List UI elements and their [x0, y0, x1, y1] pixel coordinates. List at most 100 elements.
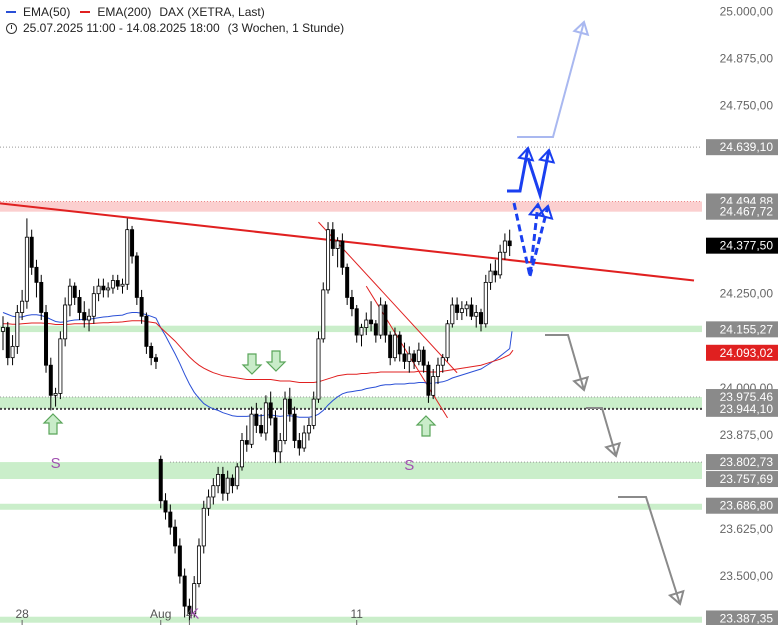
ema50-extension: [509, 331, 513, 349]
candle-body: [345, 266, 350, 298]
candle-body: [263, 402, 268, 434]
candle-body: [507, 240, 512, 247]
candle-body: [321, 289, 326, 340]
candle-body: [101, 285, 106, 291]
candle-body: [10, 345, 15, 359]
candle-body: [87, 315, 92, 321]
candle-body: [268, 402, 273, 419]
level-label: 23.975,46: [720, 390, 774, 404]
green-up-arrow-1: [42, 413, 64, 435]
candle-body: [278, 440, 283, 453]
candle-body: [349, 297, 354, 310]
candle-body: [464, 304, 469, 310]
y-tick-label: 25.000,00: [720, 4, 774, 18]
candle-body: [58, 338, 63, 394]
candle-body: [297, 440, 302, 449]
legend-timerange: 25.07.2025 11:00 - 14.08.2025 18:00 (3 W…: [6, 21, 344, 35]
x-tick-label: Aug: [150, 607, 171, 621]
x-tick-label: 11: [350, 607, 363, 621]
blue-dashed-path-1: [512, 202, 540, 277]
gray-bear-path-2: [586, 407, 617, 457]
annotation-label-s: S: [51, 455, 61, 472]
gray-bear-arrowhead-1: [572, 375, 590, 392]
candle-body: [20, 300, 25, 313]
candle-body: [220, 473, 225, 494]
candle-body: [392, 334, 397, 359]
support-zone-23960: [0, 397, 702, 409]
legend-indicators: EMA(50) EMA(200) DAX (XETRA, Last): [6, 5, 265, 19]
candle-body: [397, 334, 402, 355]
candle-body: [287, 398, 292, 415]
candle-body: [340, 240, 345, 268]
candle-body: [110, 280, 115, 289]
candle-body: [469, 304, 474, 317]
candle-body: [182, 575, 187, 607]
candle-body: [311, 398, 316, 426]
resistance-zone: [0, 201, 702, 212]
y-tick-label: 23.625,00: [720, 522, 774, 536]
candle-body: [302, 432, 307, 449]
gray-bear-arrowhead-3: [667, 589, 685, 606]
candle-body: [354, 308, 359, 336]
level-box-24.377,50: [706, 237, 778, 254]
candle-body: [244, 440, 249, 445]
candle-body: [316, 338, 321, 400]
candle-body: [72, 285, 77, 298]
x-tick-label: 4: [186, 607, 193, 621]
blue-dashed-arrowhead-1: [527, 202, 546, 218]
ema200-line: [3, 320, 510, 383]
blue-bull-arrowhead-2: [537, 148, 556, 164]
candle-body: [330, 229, 335, 249]
candle-body: [445, 323, 450, 359]
candle-body: [335, 240, 340, 249]
blue-dashed-arrowhead-2: [536, 204, 554, 221]
candle-body: [364, 319, 369, 328]
candle-body: [201, 507, 206, 547]
gray-bear-arrowhead-2: [604, 441, 622, 458]
green-down-arrow-1: [241, 353, 263, 375]
candle-body: [192, 583, 197, 615]
candle-body: [173, 526, 178, 547]
candle-body: [474, 312, 479, 317]
candle-body: [369, 319, 374, 325]
candle-body: [426, 364, 431, 396]
candle-body: [273, 417, 278, 453]
candle-body: [53, 393, 58, 396]
candle-body: [211, 485, 216, 498]
level-label: 24.639,10: [720, 140, 774, 154]
level-box-24.639,10: [706, 139, 778, 156]
y-axis: 25.000,00 24.875,00 24.750,00 24.250,00 24.0…: [706, 4, 778, 625]
gray-bear-path-3: [618, 496, 681, 605]
candle-body: [134, 255, 139, 298]
candle-body: [115, 280, 120, 287]
date-range: 25.07.2025 11:00 - 14.08.2025 18:00: [23, 21, 220, 35]
candle-body: [431, 376, 436, 396]
candle-body: [158, 458, 163, 502]
candle-body: [326, 229, 331, 291]
lightblue-target-path: [517, 21, 585, 138]
level-box-23.387,35: [706, 610, 778, 625]
ema50-swatch: [6, 11, 16, 13]
candle-body: [478, 312, 483, 325]
gray-bear-path-1: [545, 334, 585, 391]
annotation-label-k: K: [189, 606, 199, 623]
support-zone-23780: [0, 462, 702, 480]
candle-body: [493, 270, 498, 276]
candle-body: [48, 364, 53, 396]
blue-bull-arrowhead-1: [517, 146, 535, 162]
candle-body: [67, 285, 72, 306]
level-label: 24.155,27: [720, 322, 774, 336]
level-box-23.802,73: [706, 454, 778, 471]
level-box-24.467,72: [706, 203, 778, 220]
lightblue-arrowhead: [572, 20, 590, 37]
y-tick-label: 24.875,00: [720, 51, 774, 65]
candle-body: [0, 327, 6, 332]
candle-body: [259, 425, 264, 434]
x-tick-label: 28: [15, 607, 29, 621]
candle-body: [402, 353, 407, 362]
candle-body: [34, 266, 39, 283]
clock-icon: [6, 22, 17, 34]
ema200-label: EMA(200): [97, 5, 152, 19]
candle-body: [502, 240, 507, 253]
